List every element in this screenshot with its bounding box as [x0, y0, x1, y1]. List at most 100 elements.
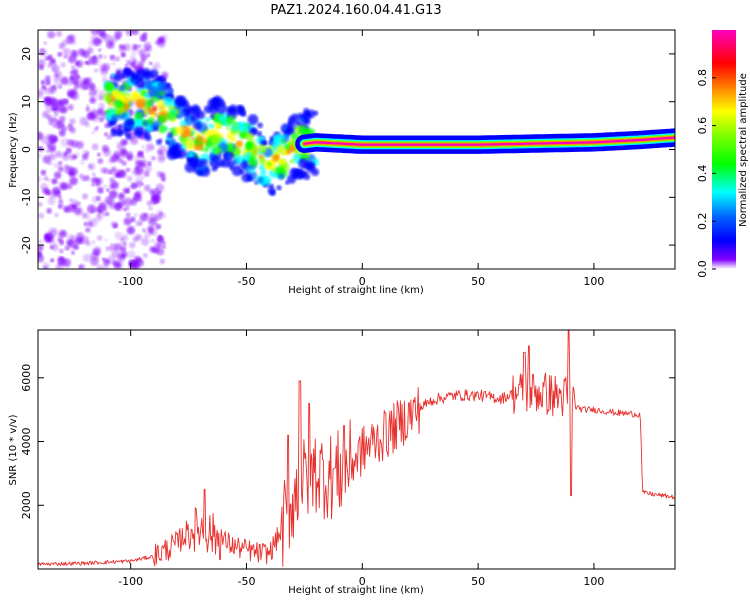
snr-series-line [38, 330, 675, 567]
spectrogram-noise-blob [149, 61, 153, 66]
spectrogram-signal-blob [209, 161, 215, 167]
spectrogram-signal-blob [157, 94, 163, 100]
spectrogram-noise-blob [141, 145, 145, 149]
spectrogram-signal-blob [185, 139, 196, 151]
spectrogram-signal-blob [262, 140, 267, 146]
spectrogram-noise-blob [89, 96, 97, 104]
spectrogram-noise-blob [88, 40, 95, 47]
spectrogram-noise-blob [92, 175, 97, 180]
spectrogram-noise-blob [88, 218, 98, 228]
spectrogram-noise-blob [97, 48, 102, 52]
spectrogram-noise-blob [144, 184, 151, 192]
spectrogram-noise-blob [82, 193, 88, 200]
spectrogram-noise-blob [91, 209, 95, 213]
spectrogram-signal-blob [298, 158, 309, 170]
spectrogram-signal-blob [233, 146, 242, 155]
spectrogram-signal-blob [196, 169, 204, 177]
spectrogram-signal-blob [259, 164, 266, 171]
spectrogram-noise-blob [106, 260, 111, 266]
colorbar-ticks: 0.0 0.2 0.4 0.6 0.8 [696, 69, 716, 278]
snr-x-ticks: -100 -50 0 50 100 [118, 330, 604, 588]
spectrogram-signal-blob [137, 88, 142, 93]
spectrogram-noise-blob [73, 151, 80, 159]
spectrogram-signal-blob [226, 154, 232, 160]
spectrogram-signal-blob [241, 172, 252, 183]
spectrogram-y-ticks: -20 -10 0 10 20 [20, 47, 675, 254]
spectrogram-noise-blob [140, 237, 150, 246]
spectrogram-noise-blob [108, 169, 113, 175]
spectrogram-signal-blob [200, 158, 208, 167]
spectrogram-noise-blob [91, 131, 95, 135]
spectrogram-noise-blob [123, 217, 132, 226]
spectrogram-signal-blob [145, 71, 154, 79]
spectrogram-signal-blob [234, 155, 244, 164]
spectrogram-noise-blob [113, 223, 118, 229]
spectrogram-signal-blob [135, 98, 147, 109]
spectrogram-noise-blob [103, 264, 108, 268]
spectrogram-noise-blob [156, 247, 165, 256]
spectrogram-noise-blob [119, 237, 125, 243]
spectrogram-noise-blob [126, 226, 135, 235]
spectrogram-noise-blob [40, 169, 47, 176]
spectrogram-noise-blob [121, 52, 126, 57]
spectrogram-noise-blob [58, 161, 63, 166]
spectrogram-noise-blob [43, 41, 47, 45]
spectrogram-noise-blob [50, 258, 55, 263]
spectrogram-noise-blob [54, 171, 62, 179]
spectrogram-noise-blob [38, 250, 43, 258]
spectrogram-noise-blob [103, 132, 108, 137]
spectrogram-noise-blob [43, 234, 51, 242]
spectrogram-noise-blob [78, 265, 83, 269]
spectrogram-signal-blob [235, 140, 243, 148]
spectrogram-noise-blob [72, 207, 82, 216]
spectrogram-noise-blob [97, 214, 104, 221]
spectrogram-noise-blob [133, 213, 138, 218]
spectrogram-noise-blob [138, 222, 143, 226]
spectrogram-noise-blob [94, 68, 98, 73]
spectrogram-xtick-label: 0 [359, 275, 366, 288]
spectrogram-noise-blob [38, 244, 44, 251]
spectrogram-noise-blob [66, 89, 76, 98]
spectrogram-signal-blob [120, 92, 132, 104]
colorbar-tick-label: 0.4 [696, 165, 709, 183]
spectrogram-noise-blob [55, 150, 63, 158]
spectrogram-noise-blob [71, 204, 76, 209]
spectrogram-noise-blob [158, 234, 162, 239]
spectrogram-noise-blob [125, 30, 134, 37]
spectrogram-noise-blob [129, 241, 136, 249]
colorbar-label: Normalized spectral amplitude [738, 73, 749, 227]
spectrogram-noise-blob [137, 61, 145, 68]
spectrogram-noise-blob [103, 148, 111, 157]
spectrogram-signal-blob [190, 112, 200, 122]
spectrogram-noise-blob [41, 78, 46, 83]
spectrogram-noise-blob [48, 145, 56, 153]
spectrogram-noise-blob [148, 217, 158, 227]
spectrogram-signal-blob [140, 89, 146, 95]
spectrogram-signal-blob [248, 156, 259, 167]
spectrogram-noise-blob [132, 167, 140, 176]
spectrogram-noise-blob [71, 68, 79, 77]
spectrogram-noise-blob [149, 155, 157, 162]
spectrogram-noise-blob [130, 182, 137, 190]
snr-ytick-label: 2000 [20, 491, 33, 519]
spectrogram-noise-blob [75, 60, 84, 68]
spectrogram-signal-blob [145, 93, 151, 98]
spectrogram-noise-blob [69, 75, 74, 80]
spectrogram-noise-blob [45, 189, 52, 196]
spectrogram-noise-blob [118, 158, 124, 164]
spectrogram-noise-blob [116, 141, 126, 151]
spectrogram-noise-blob [74, 81, 78, 86]
spectrogram-noise-blob [45, 75, 51, 82]
spectrogram-noise-blob [81, 50, 90, 59]
spectrogram-noise-blob [45, 103, 54, 113]
spectrogram-noise-blob [52, 186, 61, 195]
spectrogram-noise-blob [60, 62, 66, 68]
spectrogram-noise-blob [69, 118, 76, 125]
spectrogram-noise-blob [118, 192, 125, 200]
spectrogram-noise-blob [126, 175, 133, 182]
spectrogram-noise-blob [103, 184, 108, 189]
spectrogram-noise-blob [144, 231, 151, 239]
spectrogram-noise-blob [114, 202, 123, 212]
spectrogram-noise-blob [105, 188, 110, 192]
spectrogram-signal-blob [284, 133, 289, 139]
